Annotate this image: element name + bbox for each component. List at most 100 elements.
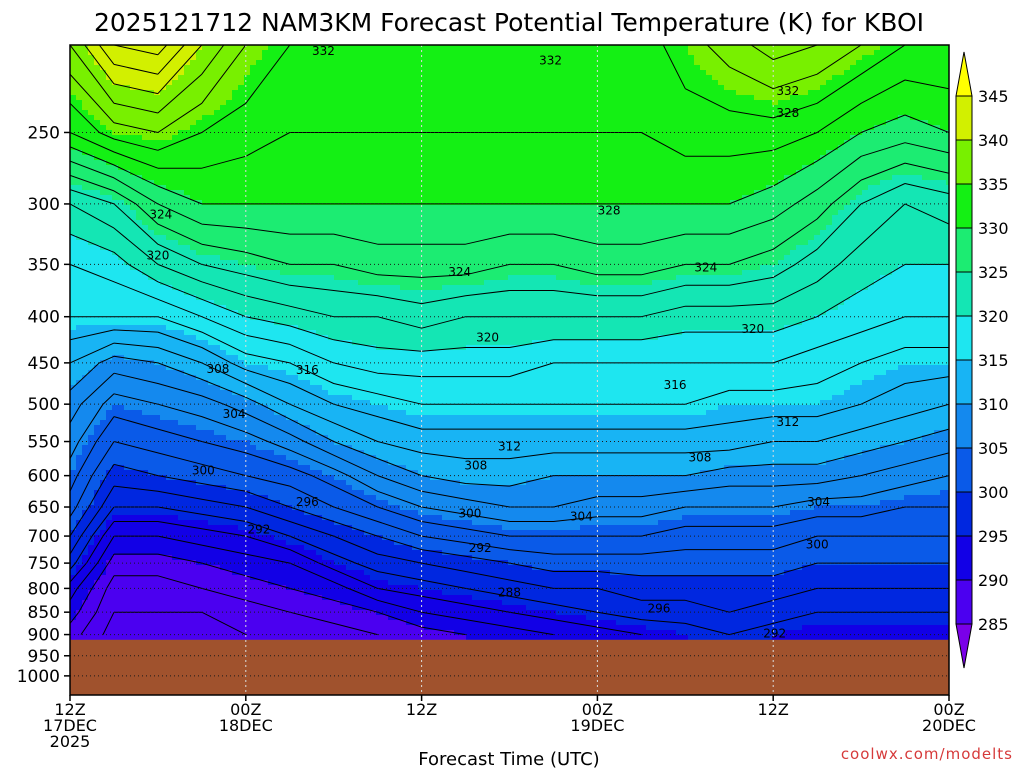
theta-cell [268, 325, 275, 331]
theta-cell [244, 115, 251, 121]
theta-cell [94, 620, 101, 626]
theta-cell [82, 580, 89, 586]
theta-cell [196, 595, 203, 601]
theta-cell [172, 465, 179, 471]
theta-cell [160, 310, 167, 316]
theta-cell [184, 470, 191, 476]
theta-cell [232, 510, 239, 516]
theta-cell [124, 95, 131, 101]
theta-cell [214, 255, 221, 261]
theta-cell [232, 625, 239, 631]
theta-cell [256, 455, 263, 461]
theta-cell [82, 590, 89, 596]
theta-cell [112, 210, 119, 216]
theta-cell [184, 580, 191, 586]
theta-cell [142, 525, 149, 531]
theta-cell [208, 235, 215, 241]
theta-cell [118, 85, 125, 91]
theta-cell [220, 140, 227, 146]
theta-cell [274, 225, 281, 231]
theta-cell [160, 490, 167, 496]
theta-cell [262, 315, 269, 321]
theta-cell [76, 395, 83, 401]
theta-cell [238, 620, 245, 626]
theta-cell [268, 115, 275, 121]
theta-cell [166, 600, 173, 606]
theta-cell [274, 140, 281, 146]
theta-cell [226, 230, 233, 236]
theta-cell [286, 275, 293, 281]
theta-cell [226, 495, 233, 501]
theta-cell [220, 450, 227, 456]
theta-cell [142, 160, 149, 166]
theta-cell [238, 440, 245, 446]
theta-cell [112, 370, 119, 376]
theta-cell [262, 550, 269, 556]
theta-cell [250, 325, 257, 331]
theta-cell [262, 265, 269, 271]
theta-cell [148, 345, 155, 351]
theta-cell [100, 425, 107, 431]
theta-cell [268, 215, 275, 221]
theta-cell [70, 610, 77, 616]
theta-cell [226, 595, 233, 601]
theta-cell [130, 465, 137, 471]
theta-cell [190, 105, 197, 111]
theta-cell [106, 120, 113, 126]
theta-cell [178, 330, 185, 336]
theta-cell [232, 130, 239, 136]
theta-cell [148, 75, 155, 81]
theta-cell [250, 225, 257, 231]
theta-cell [232, 235, 239, 241]
theta-cell [112, 230, 119, 236]
theta-cell [142, 325, 149, 331]
theta-cell [298, 145, 305, 151]
theta-cell [208, 140, 215, 146]
theta-cell [184, 125, 191, 131]
theta-cell [94, 375, 101, 381]
theta-cell [172, 310, 179, 316]
theta-cell [70, 80, 77, 86]
theta-cell [196, 470, 203, 476]
theta-cell [70, 220, 77, 226]
theta-cell [178, 485, 185, 491]
theta-cell [202, 490, 209, 496]
theta-cell [238, 90, 245, 96]
theta-cell [136, 410, 143, 416]
theta-cell [184, 390, 191, 396]
theta-cell [70, 335, 77, 341]
theta-cell [160, 560, 167, 566]
theta-cell [274, 545, 281, 551]
theta-cell [160, 470, 167, 476]
theta-cell [106, 490, 113, 496]
theta-cell [184, 160, 191, 166]
theta-cell [124, 50, 131, 56]
theta-cell [82, 45, 89, 51]
theta-cell [70, 115, 77, 121]
theta-cell [82, 305, 89, 311]
theta-cell [244, 65, 251, 71]
theta-cell [190, 110, 197, 116]
theta-cell [160, 360, 167, 366]
theta-cell [94, 240, 101, 246]
theta-cell [268, 180, 275, 186]
theta-cell [76, 45, 83, 51]
theta-cell [208, 355, 215, 361]
theta-cell [100, 630, 107, 636]
theta-cell [124, 460, 131, 466]
theta-cell [70, 485, 77, 491]
theta-cell [184, 175, 191, 181]
theta-cell [274, 100, 281, 106]
theta-cell [124, 620, 131, 626]
theta-cell [82, 190, 89, 196]
theta-cell [262, 470, 269, 476]
theta-cell [256, 580, 263, 586]
theta-cell [226, 305, 233, 311]
theta-cell [262, 605, 269, 611]
theta-cell [130, 335, 137, 341]
theta-cell [298, 180, 305, 186]
theta-cell [160, 570, 167, 576]
theta-cell [232, 365, 239, 371]
theta-cell [286, 380, 293, 386]
theta-cell [70, 405, 77, 411]
